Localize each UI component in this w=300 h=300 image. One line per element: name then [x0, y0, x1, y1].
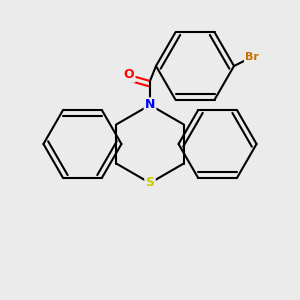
- Text: Br: Br: [245, 52, 259, 62]
- Text: S: S: [146, 176, 154, 190]
- Text: N: N: [145, 98, 155, 112]
- Text: O: O: [124, 68, 134, 82]
